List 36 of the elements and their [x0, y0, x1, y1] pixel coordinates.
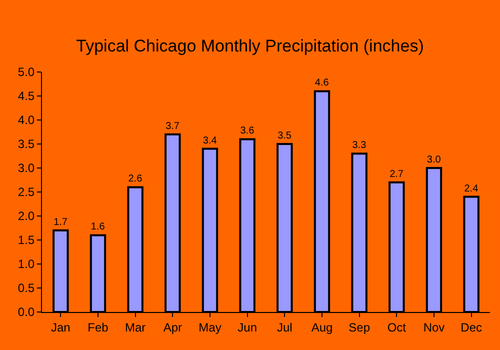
data-label: 3.0: [426, 154, 442, 166]
chart-title: Typical Chicago Monthly Precipitation (inches): [76, 36, 424, 56]
data-label: 2.4: [464, 183, 479, 194]
y-tick-label: 1.5: [18, 233, 35, 248]
x-tick-label: Oct: [387, 320, 407, 334]
x-tick-label: Apr: [163, 320, 182, 334]
x-tick-label: Sep: [348, 320, 370, 334]
data-label: 2.7: [390, 168, 404, 180]
y-tick-label: 2.5: [18, 185, 35, 200]
data-label: 3.5: [278, 130, 292, 142]
x-tick-label: Feb: [88, 320, 109, 334]
data-label: 2.6: [128, 174, 143, 185]
y-tick-label: 1.0: [18, 257, 35, 272]
y-tick-label: 0.0: [18, 305, 35, 320]
y-tick-label: 3.5: [18, 137, 35, 152]
x-tick-label: Jan: [50, 320, 70, 334]
x-tick-label: Nov: [423, 320, 445, 334]
y-tick-label: 2.0: [18, 209, 35, 224]
data-label: 1.6: [90, 222, 106, 233]
x-tick-label: Jul: [277, 320, 292, 334]
data-label: 4.6: [314, 78, 330, 89]
x-tick-label: Dec: [460, 320, 482, 334]
data-label: 3.7: [166, 120, 180, 132]
data-label: 3.6: [240, 126, 255, 137]
data-label: 3.3: [352, 140, 367, 152]
y-tick-label: 5.0: [18, 65, 35, 80]
y-tick-label: 0.5: [18, 281, 35, 296]
x-tick-label: Aug: [311, 320, 333, 334]
y-tick-label: 3.0: [18, 161, 35, 176]
y-tick-label: 4.5: [18, 89, 35, 104]
x-tick-label: Jun: [238, 320, 258, 334]
data-label: 1.7: [54, 216, 68, 228]
x-tick-label: Mar: [124, 320, 146, 334]
x-tick-label: May: [198, 320, 222, 334]
y-tick-label: 4.0: [18, 113, 35, 128]
data-label: 3.4: [202, 135, 218, 146]
